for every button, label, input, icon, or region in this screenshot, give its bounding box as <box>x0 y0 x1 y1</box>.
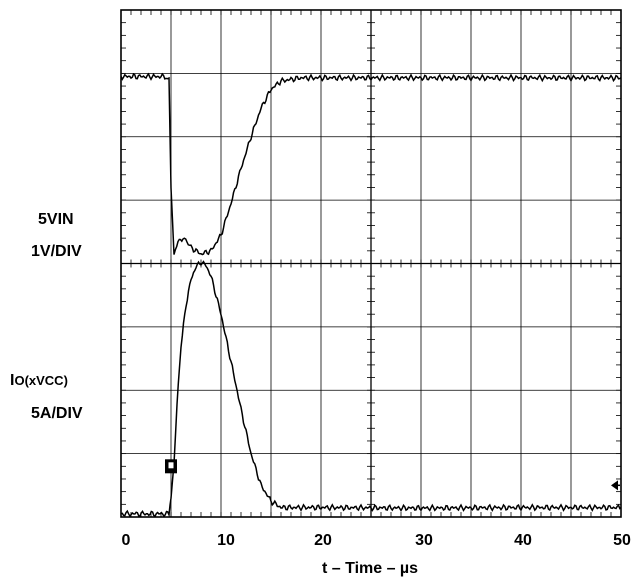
x-tick-label-40: 40 <box>514 532 532 549</box>
series-2-trace <box>120 260 622 518</box>
x-tick-label-0: 0 <box>121 532 131 549</box>
series-2-scale: 5A/DIV <box>31 405 83 422</box>
series-1-trace <box>120 72 622 256</box>
x-tick-label-30: 30 <box>415 532 433 549</box>
markers <box>165 459 620 491</box>
series-1-scale: 1V/DIV <box>31 243 82 260</box>
x-axis-label: t – Time – µs <box>321 560 419 577</box>
ground-level-marker <box>611 480 618 491</box>
x-tick-label-20: 20 <box>314 532 332 549</box>
series-2-label: IO(xVCC) <box>10 372 68 389</box>
x-tick-label-50: 50 <box>613 532 631 549</box>
center-axis-ticks <box>120 9 622 518</box>
x-tick-label-10: 10 <box>217 532 235 549</box>
series-1-label: 5VIN <box>38 211 74 228</box>
trigger-marker-inner <box>168 462 174 469</box>
plot-frame <box>120 9 622 518</box>
traces <box>120 72 622 518</box>
